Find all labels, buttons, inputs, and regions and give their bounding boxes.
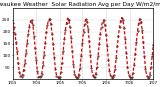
- Title: Milwaukee Weather  Solar Radiation Avg per Day W/m2/minute: Milwaukee Weather Solar Radiation Avg pe…: [0, 2, 160, 7]
